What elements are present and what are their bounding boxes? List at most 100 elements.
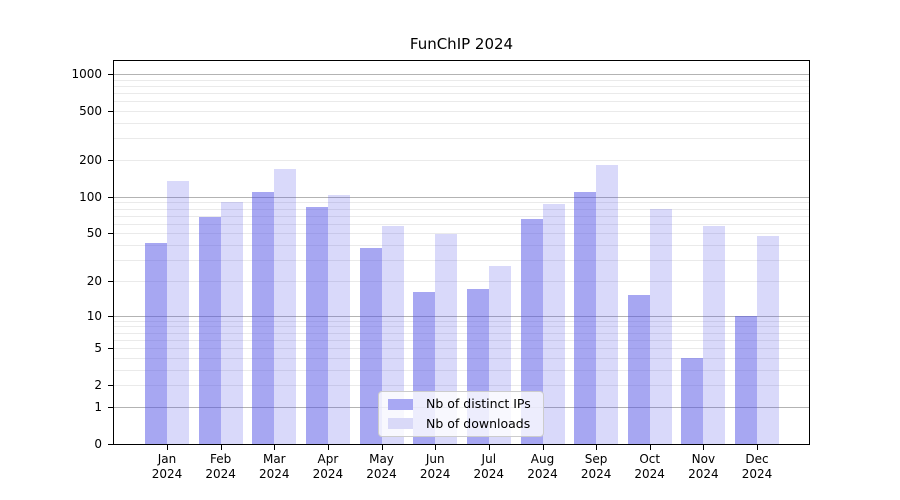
y-tick-mark: [108, 280, 113, 282]
bar-downloads-sep: [596, 165, 619, 445]
x-tick-label: Jun 2024: [403, 452, 467, 482]
y-tick-mark: [108, 315, 113, 317]
y-tick-mark: [108, 233, 113, 235]
x-tick-mark: [542, 445, 544, 450]
x-tick-month: Feb: [209, 452, 232, 466]
x-tick-year: 2024: [419, 467, 451, 481]
bar-downloads-apr: [327, 194, 350, 445]
x-tick-month: Mar: [262, 452, 286, 466]
bar-distinct-ips-sep: [574, 191, 597, 445]
y-tick-mark: [108, 196, 113, 198]
bar-distinct-ips-oct: [627, 295, 650, 445]
y-tick-mark: [108, 110, 113, 112]
y-tick-mark: [108, 444, 113, 445]
gridline-minor: [113, 245, 810, 246]
x-tick-label: Aug 2024: [511, 452, 575, 482]
gridline-minor: [113, 369, 810, 371]
gridline-major: [113, 196, 810, 198]
gridline-minor: [113, 202, 810, 204]
x-tick-label: Dec 2024: [725, 452, 789, 482]
x-tick-year: 2024: [741, 467, 773, 481]
gridline-minor: [113, 260, 810, 261]
gridline-minor: [113, 320, 810, 322]
x-tick-year: 2024: [580, 467, 612, 481]
gridline-minor: [113, 348, 810, 349]
bar-distinct-ips-may: [359, 247, 382, 445]
y-tick-mark: [108, 348, 113, 349]
legend-entry-downloads: Nb of downloads: [388, 416, 534, 433]
legend-swatch-distinct-ips: [388, 398, 413, 410]
x-tick-year: 2024: [527, 467, 558, 481]
y-tick-label: 2: [94, 378, 102, 393]
y-tick-mark: [108, 406, 113, 408]
x-tick-month: Jul: [481, 452, 497, 466]
x-tick-mark: [596, 445, 598, 450]
gridline-minor: [113, 223, 810, 225]
x-tick-year: 2024: [312, 467, 344, 481]
bar-downloads-dec: [757, 235, 779, 445]
x-tick-month: Jan: [157, 452, 177, 466]
y-tick-label: 50: [86, 226, 102, 241]
bar-distinct-ips-mar: [252, 191, 275, 445]
x-tick-mark: [381, 445, 383, 450]
bar-distinct-ips-jan: [145, 242, 167, 445]
x-tick-month: Nov: [691, 452, 716, 466]
gridline-minor: [113, 122, 810, 124]
x-tick-mark: [435, 445, 437, 450]
gridline-minor: [113, 85, 810, 87]
y-tick-mark: [108, 385, 113, 387]
gridline-minor: [113, 208, 810, 210]
bar-distinct-ips-dec: [735, 315, 757, 445]
x-tick-year: 2024: [688, 467, 719, 481]
x-tick-mark: [220, 445, 222, 450]
y-tick-label: 200: [79, 152, 102, 167]
plot-area: [113, 60, 810, 445]
bar-distinct-ips-apr: [305, 206, 328, 445]
x-tick-label: Jan 2024: [135, 452, 199, 482]
x-tick-year: 2024: [151, 467, 183, 481]
gridline-minor: [113, 385, 810, 387]
gridline-minor: [113, 110, 810, 112]
gridline-minor: [113, 159, 810, 161]
x-tick-month: Oct: [639, 452, 661, 466]
x-tick-mark: [649, 445, 651, 450]
x-tick-year: 2024: [366, 467, 397, 481]
x-tick-label: Jul 2024: [457, 452, 521, 482]
x-tick-label: Sep 2024: [564, 452, 628, 482]
x-tick-month: Dec: [745, 452, 769, 466]
x-tick-label: May 2024: [350, 452, 414, 482]
x-tick-mark: [488, 445, 490, 450]
y-tick-mark: [108, 73, 113, 75]
x-tick-month: May: [369, 452, 394, 466]
bar-downloads-aug: [542, 203, 565, 445]
gridline-minor: [113, 138, 810, 140]
gridline-major: [113, 73, 810, 75]
legend-swatch-downloads: [388, 418, 413, 430]
y-tick-label: 20: [86, 273, 102, 288]
legend-label-distinct-ips: Nb of distinct IPs: [426, 396, 531, 412]
gridline-minor: [113, 339, 810, 341]
gridline-minor: [113, 92, 810, 94]
x-tick-month: Aug: [530, 452, 555, 466]
gridline-minor: [113, 326, 810, 328]
bar-downloads-mar: [274, 168, 297, 445]
gridline-minor: [113, 79, 810, 81]
bar-downloads-oct: [649, 209, 672, 445]
x-tick-label: Mar 2024: [242, 452, 306, 482]
bar-downloads-feb: [220, 202, 243, 445]
bar-distinct-ips-feb: [198, 217, 221, 445]
y-tick-label: 1: [94, 399, 102, 414]
x-tick-mark: [703, 445, 705, 450]
x-tick-month: Sep: [584, 452, 608, 466]
legend-label-downloads: Nb of downloads: [426, 415, 531, 431]
legend: Nb of distinct IPs Nb of downloads: [378, 391, 544, 437]
bar-downloads-nov: [703, 226, 726, 445]
gridline-minor: [113, 357, 810, 359]
x-tick-mark: [327, 445, 329, 450]
x-tick-year: 2024: [205, 467, 236, 481]
x-tick-mark: [167, 445, 168, 450]
x-tick-year: 2024: [473, 467, 505, 481]
y-tick-label: 100: [79, 189, 102, 204]
gridline-minor: [113, 233, 810, 235]
